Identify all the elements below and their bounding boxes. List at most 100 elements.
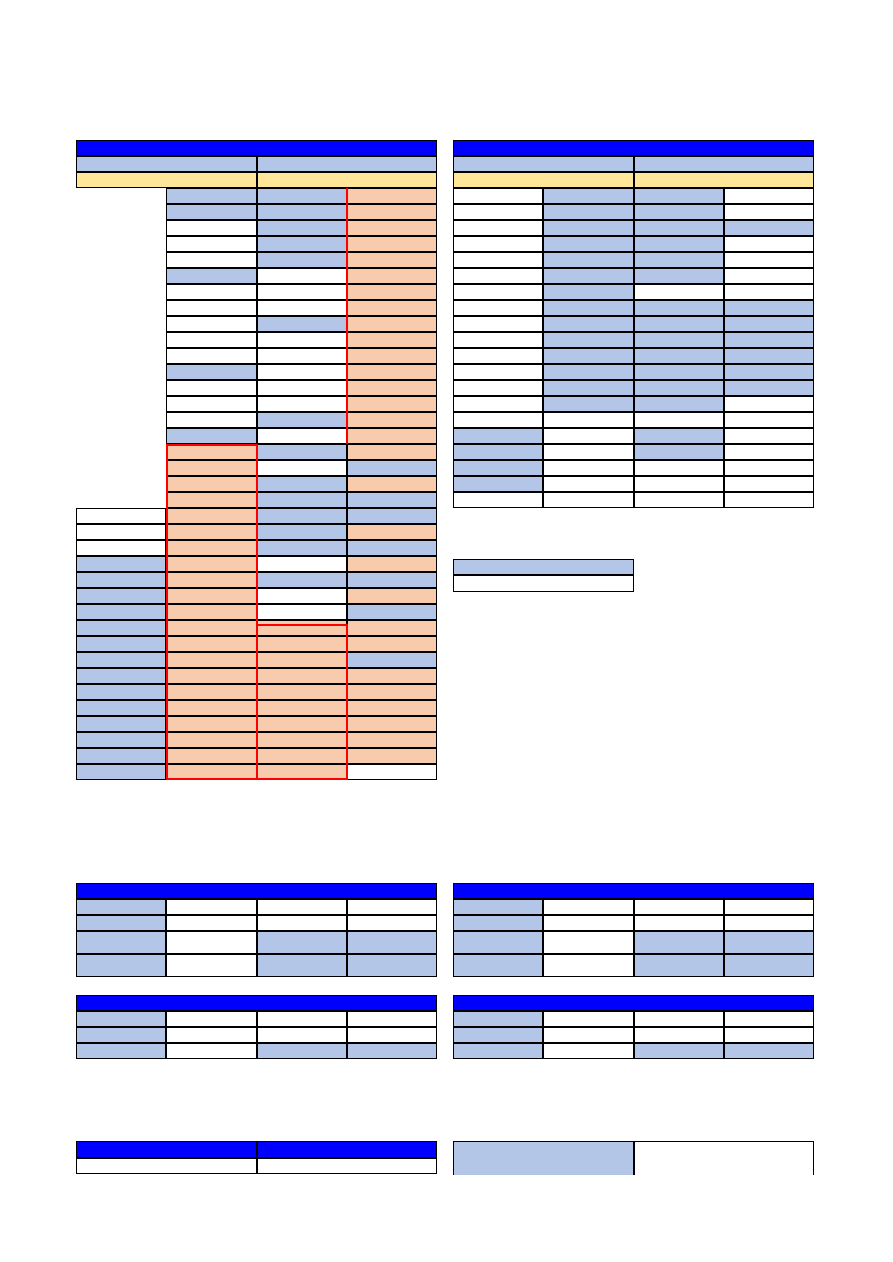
table-title[interactable]	[76, 995, 437, 1011]
table-cell[interactable]	[166, 620, 257, 636]
table-cell[interactable]	[634, 899, 724, 915]
table-cell[interactable]	[347, 716, 437, 732]
table-cell[interactable]	[257, 364, 347, 380]
table-cell[interactable]	[257, 268, 347, 284]
table-cell[interactable]	[347, 572, 437, 588]
table-cell[interactable]	[76, 588, 166, 604]
table-cell[interactable]	[257, 300, 347, 316]
table-cell[interactable]	[724, 316, 814, 332]
table-cell[interactable]	[453, 380, 543, 396]
table-cell[interactable]	[166, 348, 257, 364]
table-cell[interactable]	[543, 204, 634, 220]
column-header[interactable]	[634, 156, 814, 172]
table-cell[interactable]	[257, 348, 347, 364]
table-cell[interactable]	[76, 652, 166, 668]
table-cell[interactable]	[724, 284, 814, 300]
table-cell[interactable]	[453, 1027, 543, 1043]
table-cell[interactable]	[166, 572, 257, 588]
table-title[interactable]	[453, 883, 814, 899]
table-cell[interactable]	[724, 899, 814, 915]
table-cell[interactable]	[453, 492, 543, 508]
yellow-row-cell[interactable]	[76, 172, 257, 188]
table-cell[interactable]	[166, 652, 257, 668]
table-cell[interactable]	[347, 316, 437, 332]
column-header[interactable]	[257, 1141, 437, 1158]
table-cell[interactable]	[347, 540, 437, 556]
table-cell[interactable]	[166, 508, 257, 524]
table-cell[interactable]	[724, 476, 814, 492]
table-cell[interactable]	[257, 204, 347, 220]
table-cell[interactable]	[543, 348, 634, 364]
table-cell[interactable]	[543, 412, 634, 428]
table-cell[interactable]	[453, 899, 543, 915]
table-cell[interactable]	[347, 1027, 437, 1043]
table-cell[interactable]	[724, 380, 814, 396]
table-cell[interactable]	[76, 915, 166, 931]
table-cell[interactable]	[166, 931, 257, 954]
table-cell[interactable]	[634, 300, 724, 316]
table-cell[interactable]	[166, 492, 257, 508]
table-cell[interactable]	[257, 476, 347, 492]
table-cell[interactable]	[76, 604, 166, 620]
table-cell[interactable]	[634, 476, 724, 492]
table-cell[interactable]	[257, 899, 347, 915]
table-cell[interactable]	[634, 915, 724, 931]
table-cell[interactable]	[166, 1027, 257, 1043]
table-cell[interactable]	[634, 444, 724, 460]
table-cell[interactable]	[347, 204, 437, 220]
table-cell[interactable]	[453, 1011, 543, 1027]
table-cell[interactable]	[724, 252, 814, 268]
table-cell[interactable]	[724, 1043, 814, 1059]
table-cell[interactable]	[166, 428, 257, 444]
table-cell[interactable]	[724, 188, 814, 204]
table-cell[interactable]	[76, 954, 166, 977]
yellow-row-cell[interactable]	[634, 172, 814, 188]
table-cell[interactable]	[257, 332, 347, 348]
table-cell[interactable]	[634, 412, 724, 428]
table-cell[interactable]	[347, 604, 437, 620]
table-cell[interactable]	[166, 364, 257, 380]
table-cell[interactable]	[257, 652, 347, 668]
table-cell[interactable]	[257, 716, 347, 732]
table-cell[interactable]	[634, 332, 724, 348]
table-cell[interactable]	[76, 716, 166, 732]
table-cell[interactable]	[257, 604, 347, 620]
table-cell[interactable]	[166, 220, 257, 236]
table-cell[interactable]	[724, 444, 814, 460]
table-cell[interactable]	[257, 636, 347, 652]
table-cell[interactable]	[257, 508, 347, 524]
table-cell[interactable]	[347, 764, 437, 780]
table-cell[interactable]	[166, 396, 257, 412]
table-cell[interactable]	[166, 188, 257, 204]
table-cell[interactable]	[543, 899, 634, 915]
table-cell[interactable]	[257, 444, 347, 460]
table-cell[interactable]	[724, 220, 814, 236]
table-cell[interactable]	[166, 300, 257, 316]
table-cell[interactable]	[453, 348, 543, 364]
table-cell[interactable]	[634, 460, 724, 476]
table-cell[interactable]	[347, 220, 437, 236]
table-cell[interactable]	[347, 284, 437, 300]
table-cell[interactable]	[543, 1011, 634, 1027]
table-cell[interactable]	[257, 428, 347, 444]
table-cell[interactable]	[347, 380, 437, 396]
table-cell[interactable]	[76, 1011, 166, 1027]
table-cell[interactable]	[166, 252, 257, 268]
table-cell[interactable]	[257, 412, 347, 428]
table-cell[interactable]	[257, 524, 347, 540]
table-cell[interactable]	[76, 748, 166, 764]
table-cell[interactable]	[347, 899, 437, 915]
table-cell[interactable]	[257, 1027, 347, 1043]
table-cell[interactable]	[257, 954, 347, 977]
table-cell[interactable]	[634, 428, 724, 444]
table-cell[interactable]	[257, 396, 347, 412]
table-cell[interactable]	[257, 188, 347, 204]
table-cell[interactable]	[76, 636, 166, 652]
table-cell[interactable]	[257, 1158, 437, 1174]
legend-row[interactable]	[453, 559, 634, 575]
table-cell[interactable]	[166, 268, 257, 284]
table-cell[interactable]	[453, 396, 543, 412]
table-cell[interactable]	[724, 1027, 814, 1043]
column-header[interactable]	[76, 1141, 257, 1158]
table-cell[interactable]	[634, 252, 724, 268]
